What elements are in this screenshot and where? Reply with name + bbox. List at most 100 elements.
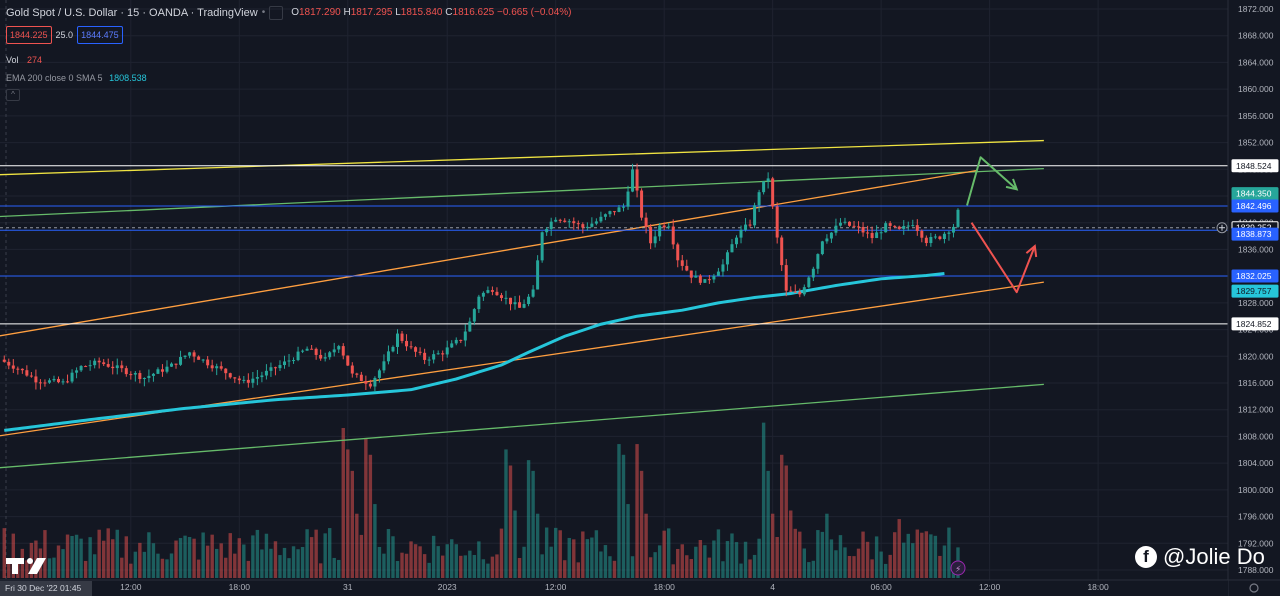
more-dots-icon[interactable]: • bbox=[261, 7, 266, 18]
candle-body bbox=[179, 356, 183, 365]
volume-bar bbox=[422, 554, 427, 578]
price-label-box[interactable] bbox=[1231, 284, 1279, 298]
price-label-box[interactable] bbox=[1231, 269, 1279, 283]
candle-body bbox=[170, 363, 173, 367]
time-tick-label: 12:00 bbox=[545, 582, 567, 592]
buy-price-button[interactable]: 1844.475 bbox=[77, 26, 123, 44]
forecast-arrow-red[interactable] bbox=[970, 222, 1036, 294]
settings-gear-icon[interactable] bbox=[1249, 583, 1259, 593]
volume-bar bbox=[504, 449, 508, 578]
price-label-box[interactable] bbox=[1231, 317, 1279, 331]
volume-value: 274 bbox=[27, 55, 43, 65]
volume-bar bbox=[142, 551, 147, 578]
volume-bar bbox=[865, 541, 870, 578]
candle-body bbox=[409, 346, 413, 348]
price-label-box[interactable] bbox=[1231, 227, 1279, 241]
price-tick-label: 1828.000 bbox=[1238, 298, 1274, 308]
volume-bar bbox=[938, 555, 942, 578]
candle-body bbox=[861, 226, 865, 233]
volume-bar bbox=[685, 555, 689, 578]
candle-body bbox=[893, 225, 897, 227]
volume-bar bbox=[775, 536, 779, 578]
candle-body bbox=[902, 225, 906, 229]
price-axis[interactable]: 1872.000 1868.000 1864.000 1860.000 1856.000… bbox=[1216, 0, 1280, 596]
volume-bar bbox=[373, 504, 377, 578]
candle-body bbox=[183, 355, 187, 357]
price-label-box[interactable] bbox=[1231, 199, 1279, 213]
candle-body bbox=[201, 359, 205, 361]
candle-body bbox=[432, 354, 436, 360]
volume-bar bbox=[115, 529, 119, 578]
volume-bar bbox=[224, 557, 228, 578]
arrow-head-green[interactable] bbox=[1005, 178, 1019, 191]
time-tick-label: 12:00 bbox=[979, 582, 1001, 592]
lightning-icon[interactable] bbox=[950, 560, 966, 576]
volume-bar bbox=[83, 560, 88, 578]
volume-bar bbox=[883, 563, 888, 578]
trendline-green[interactable] bbox=[0, 383, 1044, 469]
trendline-green[interactable] bbox=[0, 167, 1044, 218]
volume-bar bbox=[508, 465, 513, 578]
tradingview-logo[interactable] bbox=[6, 556, 52, 579]
candle-body bbox=[43, 382, 47, 384]
volume-bar bbox=[11, 533, 15, 578]
candle-body bbox=[468, 321, 472, 332]
volume-bar bbox=[911, 543, 915, 578]
candle-body bbox=[685, 265, 689, 271]
candle-body bbox=[933, 236, 937, 238]
trendline-yellow[interactable] bbox=[0, 139, 1044, 176]
candle-body bbox=[93, 360, 97, 366]
forecast-arrows[interactable] bbox=[966, 156, 1038, 294]
candle-body bbox=[350, 365, 354, 374]
candle-body bbox=[762, 181, 766, 193]
candle-body bbox=[662, 225, 666, 228]
sell-price-button[interactable]: 1844.225 bbox=[6, 26, 52, 44]
volume-bar bbox=[441, 555, 445, 578]
volume-bar bbox=[522, 546, 526, 578]
time-axis[interactable]: 12:00 18:00 31 2023 12:00 18:00 4 06:00 12:00 18:… bbox=[0, 560, 1280, 596]
candle-body bbox=[590, 223, 594, 227]
facebook-icon: f bbox=[1135, 546, 1157, 568]
volume-bar bbox=[205, 545, 210, 578]
candle-body bbox=[622, 206, 625, 208]
volume-bar bbox=[52, 557, 56, 578]
candle-body bbox=[572, 221, 576, 224]
trendline-orange[interactable] bbox=[0, 169, 977, 339]
spread-value: 25.0 bbox=[55, 30, 74, 40]
volume-bar bbox=[260, 549, 264, 578]
time-tick-label: 18:00 bbox=[654, 582, 676, 592]
market-status-icon[interactable] bbox=[269, 6, 284, 20]
candle-body bbox=[707, 279, 711, 281]
candle-body bbox=[716, 271, 720, 276]
price-label-box[interactable] bbox=[1231, 159, 1279, 173]
symbol-title[interactable]: Gold Spot / U.S. Dollar · 15 · OANDA · T… bbox=[6, 7, 258, 19]
volume-bar bbox=[341, 428, 345, 578]
candle-body bbox=[585, 226, 589, 228]
volume-bar bbox=[626, 504, 630, 578]
candle-body bbox=[237, 378, 241, 381]
volume-bar bbox=[870, 559, 874, 578]
volume-bar bbox=[825, 513, 829, 578]
candle-body bbox=[396, 333, 399, 347]
candle-body bbox=[337, 346, 341, 350]
candle-body bbox=[106, 364, 110, 367]
price-tick-label: 1792.000 bbox=[1238, 538, 1274, 548]
volume-bar bbox=[743, 541, 748, 578]
volume-bar bbox=[798, 531, 802, 578]
candle-body bbox=[25, 370, 29, 376]
forecast-arrow-green[interactable] bbox=[966, 156, 1018, 206]
candle-body bbox=[766, 178, 770, 182]
volume-bar bbox=[255, 529, 260, 578]
volume-bar bbox=[106, 528, 110, 578]
candle-body bbox=[70, 372, 74, 382]
collapse-legend-icon[interactable]: ^ bbox=[6, 89, 20, 101]
arrow-head-red[interactable] bbox=[1025, 244, 1038, 258]
candle-body bbox=[658, 225, 662, 237]
volume-bar bbox=[906, 533, 910, 578]
volume-bar bbox=[355, 513, 359, 578]
candle-body bbox=[34, 376, 38, 383]
candle-body bbox=[825, 238, 829, 242]
volume-bar bbox=[147, 532, 151, 578]
crosshair-time-box[interactable] bbox=[0, 581, 92, 596]
